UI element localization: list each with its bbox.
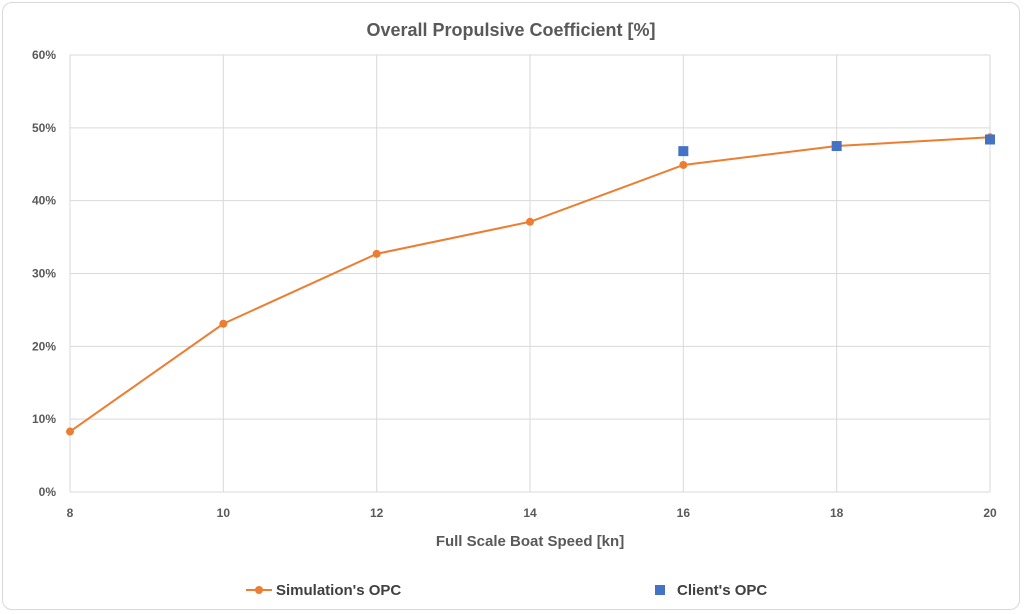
x-tick-label: 12 bbox=[370, 506, 384, 520]
y-tick-label: 60% bbox=[32, 48, 56, 62]
client-opc-point bbox=[678, 146, 689, 157]
simulation-opc-point bbox=[66, 427, 74, 436]
legend-client-label: Client's OPC bbox=[677, 582, 767, 599]
x-axis-title: Full Scale Boat Speed [kn] bbox=[436, 533, 624, 550]
x-tick-label: 14 bbox=[523, 506, 537, 520]
series-layer bbox=[66, 133, 995, 436]
chart-title: Overall Propulsive Coefficient [%] bbox=[366, 20, 655, 40]
y-tick-label: 10% bbox=[32, 412, 56, 426]
y-tick-label: 50% bbox=[32, 121, 56, 135]
simulation-opc-point bbox=[679, 160, 688, 169]
y-tick-label: 0% bbox=[39, 485, 57, 499]
y-tick-labels: 0% 10% 20% 30% 40% 50% 60% bbox=[32, 48, 56, 499]
legend-client-marker bbox=[655, 585, 665, 595]
client-opc-point bbox=[985, 134, 995, 145]
x-tick-label: 20 bbox=[983, 506, 997, 520]
x-tick-label: 8 bbox=[67, 506, 74, 520]
x-tick-labels: 8 10 12 14 16 18 20 bbox=[67, 506, 997, 520]
x-tick-label: 16 bbox=[677, 506, 691, 520]
legend: Simulation's OPC Client's OPC bbox=[246, 582, 767, 599]
x-tick-label: 18 bbox=[830, 506, 844, 520]
y-tick-label: 40% bbox=[32, 194, 56, 208]
simulation-opc-point bbox=[219, 319, 228, 328]
simulation-opc-point bbox=[372, 249, 381, 258]
grid-layer bbox=[69, 54, 991, 493]
legend-simulation-marker bbox=[255, 586, 263, 594]
y-tick-label: 30% bbox=[32, 267, 56, 281]
x-tick-label: 10 bbox=[217, 506, 231, 520]
client-opc-point bbox=[831, 141, 842, 152]
y-tick-label: 20% bbox=[32, 339, 56, 353]
simulation-opc-point bbox=[526, 217, 534, 226]
legend-simulation-label: Simulation's OPC bbox=[276, 582, 401, 599]
